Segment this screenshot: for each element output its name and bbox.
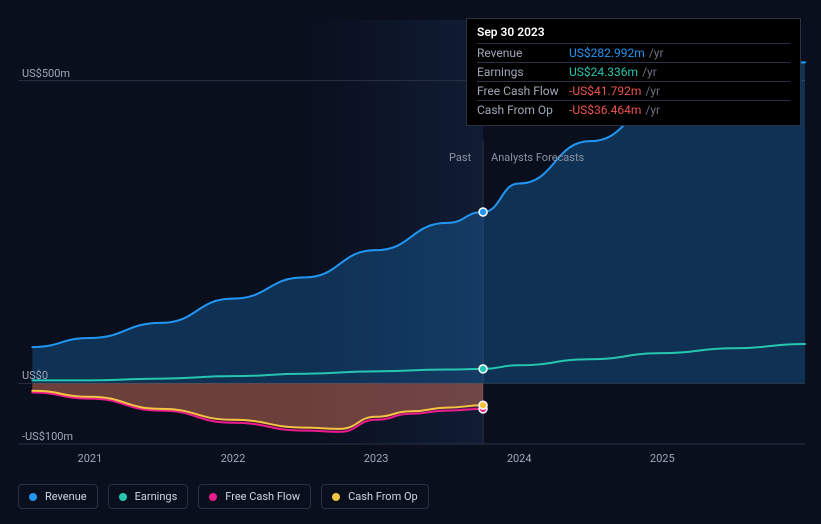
- x-axis-tick-label: 2023: [364, 452, 389, 465]
- tooltip-row-value: US$282.992m: [569, 46, 645, 60]
- tooltip-row: RevenueUS$282.992m/yr: [477, 43, 790, 62]
- tooltip-row-value: -US$36.464m: [569, 103, 641, 117]
- x-axis-tick-label: 2022: [221, 452, 246, 465]
- tooltip-row: Free Cash Flow-US$41.792m/yr: [477, 81, 790, 100]
- x-axis-tick-label: 2024: [507, 452, 532, 465]
- tooltip-row: Cash From Op-US$36.464m/yr: [477, 100, 790, 119]
- legend-dot-icon: [209, 493, 217, 501]
- y-axis-tick-label: US$0: [22, 369, 48, 382]
- tooltip-row-label: Revenue: [477, 46, 569, 60]
- financials-chart: US$500m US$0 -US$100m 2021 2022 2023 2024 2025…: [0, 0, 821, 524]
- tooltip-row-value: US$24.336m: [569, 65, 638, 79]
- y-axis-tick-label: -US$100m: [22, 430, 73, 443]
- tooltip-title: Sep 30 2023: [477, 25, 790, 43]
- tooltip-row-unit: /yr: [649, 46, 664, 60]
- tooltip-row-label: Earnings: [477, 65, 569, 79]
- legend-item-cash-from-op[interactable]: Cash From Op: [321, 484, 429, 509]
- forecast-section-label: Analysts Forecasts: [491, 151, 584, 164]
- legend-item-label: Revenue: [45, 490, 87, 503]
- legend-item-free-cash-flow[interactable]: Free Cash Flow: [198, 484, 311, 509]
- legend-item-label: Cash From Op: [348, 490, 418, 503]
- legend-item-label: Earnings: [135, 490, 178, 503]
- legend-dot-icon: [29, 493, 37, 501]
- tooltip-row-unit: /yr: [645, 103, 660, 117]
- legend-dot-icon: [119, 493, 127, 501]
- legend-item-label: Free Cash Flow: [225, 490, 300, 503]
- tooltip-row-value: -US$41.792m: [569, 84, 641, 98]
- legend-item-earnings[interactable]: Earnings: [108, 484, 189, 509]
- x-axis-tick-label: 2025: [650, 452, 675, 465]
- tooltip-row-label: Cash From Op: [477, 103, 569, 117]
- legend-dot-icon: [332, 493, 340, 501]
- tooltip-row-label: Free Cash Flow: [477, 84, 569, 98]
- tooltip-row-unit: /yr: [645, 84, 660, 98]
- chart-tooltip: Sep 30 2023 RevenueUS$282.992m/yrEarning…: [466, 18, 801, 126]
- tooltip-row-unit: /yr: [642, 65, 657, 79]
- y-axis-tick-label: US$500m: [22, 67, 70, 80]
- chart-legend: Revenue Earnings Free Cash Flow Cash From O…: [18, 484, 429, 509]
- tooltip-row: EarningsUS$24.336m/yr: [477, 62, 790, 81]
- past-section-label: Past: [449, 151, 471, 164]
- x-axis-tick-label: 2021: [78, 452, 103, 465]
- legend-item-revenue[interactable]: Revenue: [18, 484, 98, 509]
